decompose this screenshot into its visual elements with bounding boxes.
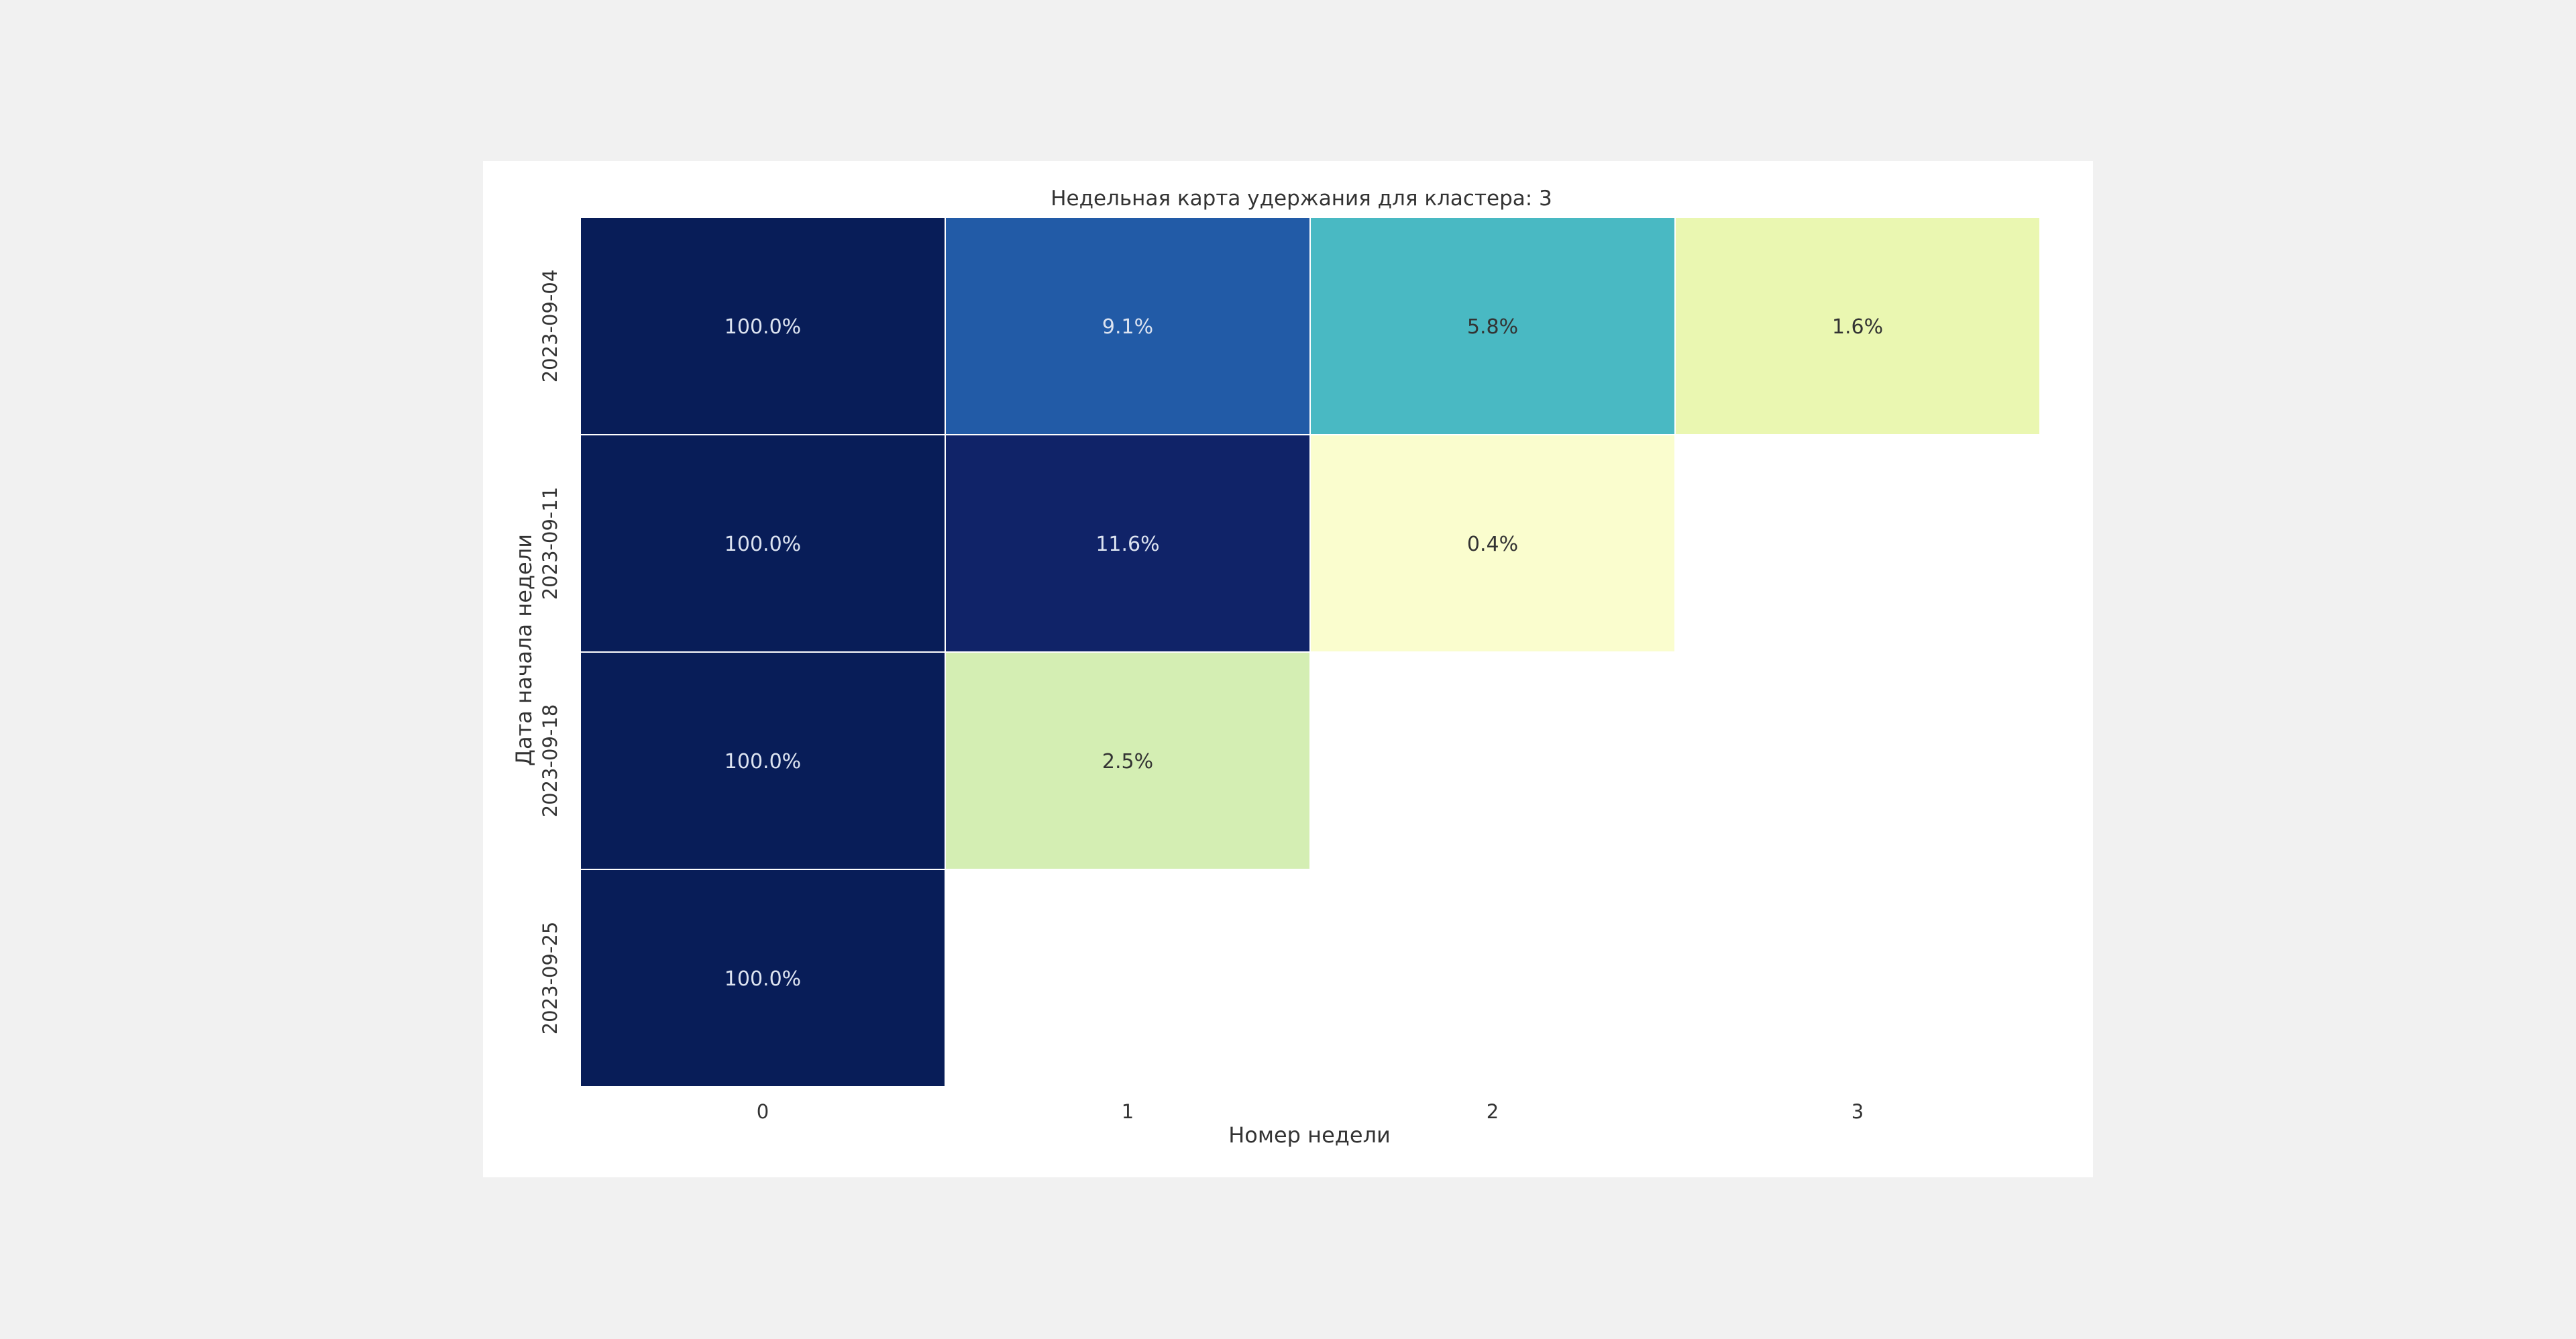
heatmap-cell <box>1309 217 1676 435</box>
x-tick-label: 2 <box>1487 1100 1499 1123</box>
y-tick-label: 2023-09-18 <box>539 704 561 818</box>
y-axis-title: Дата начала недели <box>511 534 537 766</box>
x-tick-label: 0 <box>757 1100 769 1123</box>
heatmap-cell-labels: 100.0% 9.1% 5.8% 1.6% 100.0% 11.6% 0.4% 100.0% 2… <box>724 315 1883 991</box>
heatmap-cell-label: 1.6% <box>1832 315 1883 339</box>
x-axis-title: Номер недели <box>1228 1122 1391 1148</box>
x-tick-label: 1 <box>1122 1100 1134 1123</box>
heatmap-cell-label: 11.6% <box>1095 533 1159 556</box>
x-axis-ticks: 0 1 2 3 <box>757 1100 1864 1123</box>
heatmap-cell-label: 100.0% <box>724 315 801 339</box>
y-tick-label: 2023-09-04 <box>539 270 561 383</box>
heatmap-cell-label: 2.5% <box>1102 750 1153 773</box>
y-tick-label: 2023-09-11 <box>539 487 561 600</box>
heatmap-cell-label: 100.0% <box>724 967 801 991</box>
heatmap-cell <box>1674 217 2041 435</box>
heatmap-cell-label: 0.4% <box>1467 533 1518 556</box>
chart-title: Недельная карта удержания для кластера: … <box>1051 186 1552 211</box>
heatmap-cell-label: 100.0% <box>724 533 801 556</box>
y-tick-label: 2023-09-25 <box>539 922 561 1035</box>
chart-figure: Недельная карта удержания для кластера: … <box>483 161 2093 1177</box>
heatmap-cell <box>580 869 946 1087</box>
heatmap-cell <box>1309 434 1676 653</box>
y-axis-ticks: 2023-09-04 2023-09-11 2023-09-18 2023-09-25 <box>539 270 561 1035</box>
heatmap-cell-label: 9.1% <box>1102 315 1153 339</box>
heatmap-cell <box>580 651 946 870</box>
heatmap-cells <box>580 217 2041 1087</box>
heatmap-cell-label: 100.0% <box>724 750 801 773</box>
heatmap-cell <box>945 217 1311 435</box>
heatmap-chart: Недельная карта удержания для кластера: … <box>511 186 2041 1148</box>
heatmap-cell-label: 5.8% <box>1467 315 1518 339</box>
x-tick-label: 3 <box>1851 1100 1864 1123</box>
heatmap-cell <box>945 651 1311 870</box>
heatmap-cell <box>580 434 946 653</box>
heatmap-cell <box>945 434 1311 653</box>
heatmap-cell <box>580 217 946 435</box>
